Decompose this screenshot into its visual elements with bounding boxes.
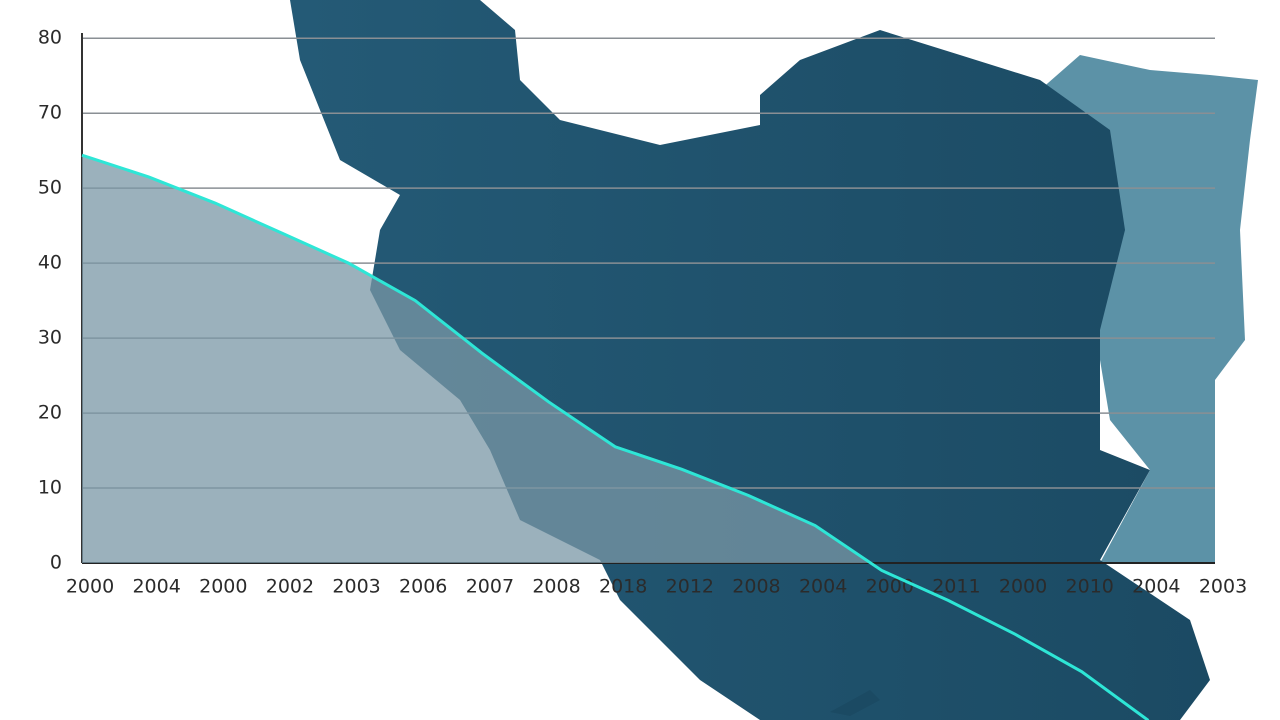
y-tick-label: 50 xyxy=(38,177,62,199)
x-tick-label: 2004 xyxy=(132,576,180,598)
x-tick-label: 2018 xyxy=(599,576,647,598)
y-tick-label: 30 xyxy=(38,327,62,349)
x-tick-label: 2000 xyxy=(866,576,914,598)
y-tick-label: 10 xyxy=(38,477,62,499)
x-tick-label: 2008 xyxy=(732,576,780,598)
y-tick-label: 0 xyxy=(50,552,62,574)
y-tick-label: 70 xyxy=(38,102,62,124)
x-tick-label: 2010 xyxy=(1066,576,1114,598)
y-tick-label: 20 xyxy=(38,402,62,424)
x-tick-label: 2003 xyxy=(1199,576,1247,598)
x-tick-label: 2011 xyxy=(932,576,980,598)
x-tick-label: 2000 xyxy=(66,576,114,598)
x-tick-label: 2004 xyxy=(799,576,847,598)
x-tick-label: 2002 xyxy=(266,576,314,598)
x-tick-label: 2006 xyxy=(399,576,447,598)
x-tick-label: 2003 xyxy=(332,576,380,598)
x-tick-label: 2012 xyxy=(666,576,714,598)
map-background xyxy=(290,0,1258,720)
x-tick-label: 2004 xyxy=(1132,576,1180,598)
area xyxy=(82,155,1149,563)
x-tick-label: 2000 xyxy=(199,576,247,598)
x-tick-label: 2007 xyxy=(466,576,514,598)
x-tick-label: 2000 xyxy=(999,576,1047,598)
y-tick-label: 80 xyxy=(38,27,62,49)
x-tick-label: 2008 xyxy=(532,576,580,598)
line xyxy=(81,153,1150,720)
y-tick-label: 40 xyxy=(38,252,62,274)
